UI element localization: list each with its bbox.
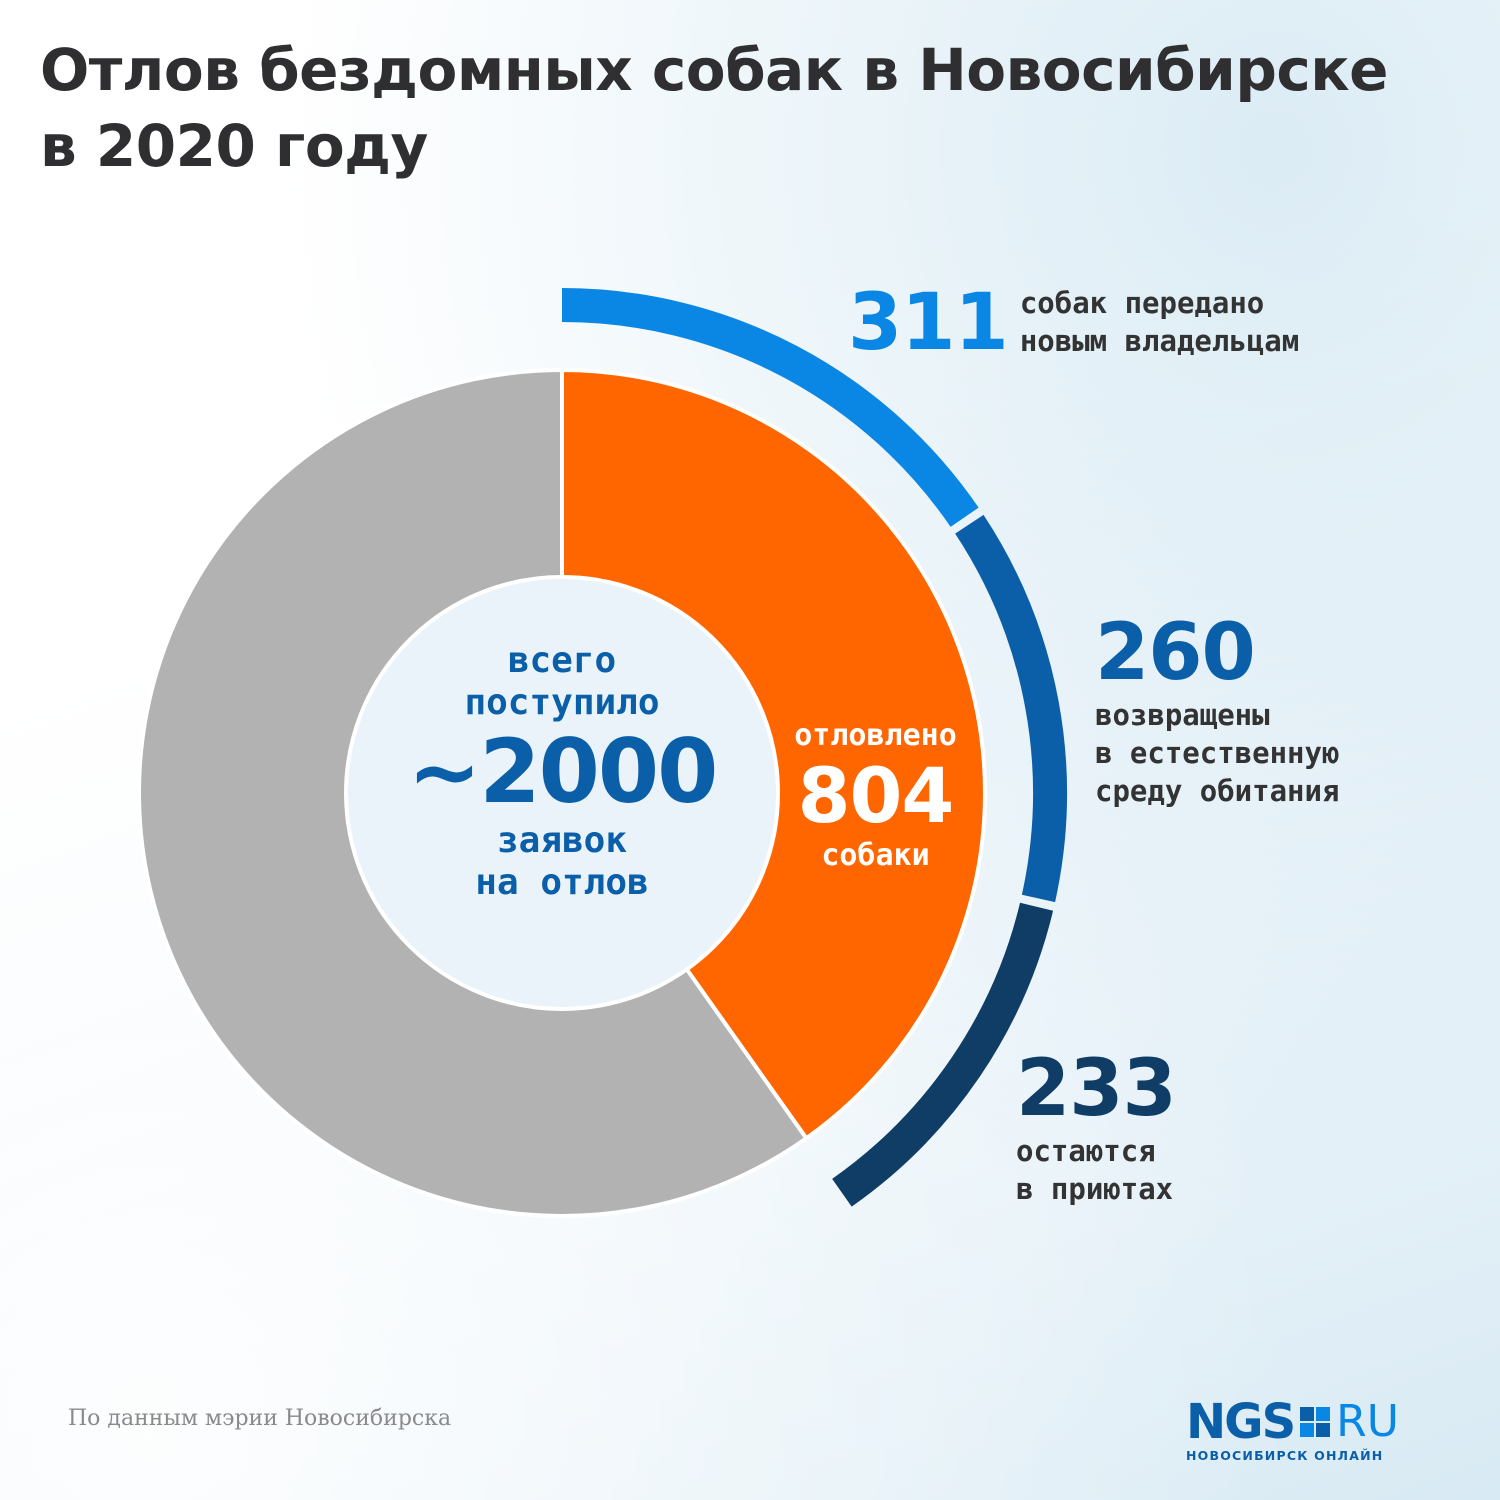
released-text-line-1: возвращены xyxy=(1095,698,1270,732)
center-line-3: заявок xyxy=(496,820,628,861)
callout-adopted: 311 собак передано новым владельцам xyxy=(848,280,1299,366)
logo-square-q1 xyxy=(1300,1407,1315,1421)
ngs-logo[interactable]: NGS RU НОВОСИБИРСК ОНЛАЙН xyxy=(1186,1394,1456,1470)
logo-square-q2 xyxy=(1316,1407,1331,1421)
adopted-description: собак передано новым владельцам xyxy=(1020,284,1299,360)
center-label: всего поступило ~2000 заявок на отлов xyxy=(362,640,762,904)
caught-slice-label: отловлено 804 собаки xyxy=(768,718,983,874)
source-note: По данным мэрии Новосибирска xyxy=(68,1406,452,1431)
released-arc xyxy=(955,514,1067,903)
logo-ru-text: RU xyxy=(1336,1396,1399,1447)
callout-released: 260 возвращены в естественную среду обит… xyxy=(1095,610,1339,810)
page-title: Отлов бездомных собак в Новосибирске в 2… xyxy=(40,32,1460,184)
logo-square-icon xyxy=(1300,1407,1331,1437)
adopted-value: 311 xyxy=(848,278,1009,368)
caught-label-bottom: собаки xyxy=(821,838,930,873)
shelter-description: остаются в приютах xyxy=(1016,1132,1176,1208)
logo-subtitle: НОВОСИБИРСК ОНЛАЙН xyxy=(1186,1448,1384,1463)
center-total-value: ~2000 xyxy=(407,720,719,823)
center-line-4: на отлов xyxy=(475,862,649,903)
center-line-1: всего xyxy=(507,640,617,681)
shelter-arc xyxy=(832,902,1054,1207)
title-line-2: в 2020 году xyxy=(40,112,428,180)
outer-ring xyxy=(561,288,1067,1207)
released-text-line-3: среду обитания xyxy=(1095,774,1340,808)
adopted-arc xyxy=(561,288,979,527)
logo-square-q4 xyxy=(1316,1423,1331,1437)
released-text-line-2: в естественную xyxy=(1095,736,1340,770)
logo-ngs-text: NGS xyxy=(1186,1394,1296,1450)
logo-square-q3 xyxy=(1300,1423,1315,1437)
logo-wordmark: NGS RU xyxy=(1186,1394,1399,1450)
center-line-2: поступило xyxy=(464,682,660,723)
released-description: возвращены в естественную среду обитания xyxy=(1095,696,1339,810)
shelter-text-line-1: остаются xyxy=(1016,1134,1156,1168)
callout-shelter: 233 остаются в приютах xyxy=(1016,1044,1177,1208)
center-disc xyxy=(344,575,780,1011)
adopted-text-line-1: собак передано xyxy=(1019,286,1265,320)
title-line-1: Отлов бездомных собак в Новосибирске xyxy=(40,36,1388,104)
shelter-value: 233 xyxy=(1016,1044,1177,1134)
caught-value: 804 xyxy=(797,751,955,840)
released-value: 260 xyxy=(1095,608,1256,698)
shelter-text-line-2: в приютах xyxy=(1016,1172,1174,1206)
caught-label-top: отловлено xyxy=(794,718,957,753)
adopted-text-line-2: новым владельцам xyxy=(1019,324,1300,358)
